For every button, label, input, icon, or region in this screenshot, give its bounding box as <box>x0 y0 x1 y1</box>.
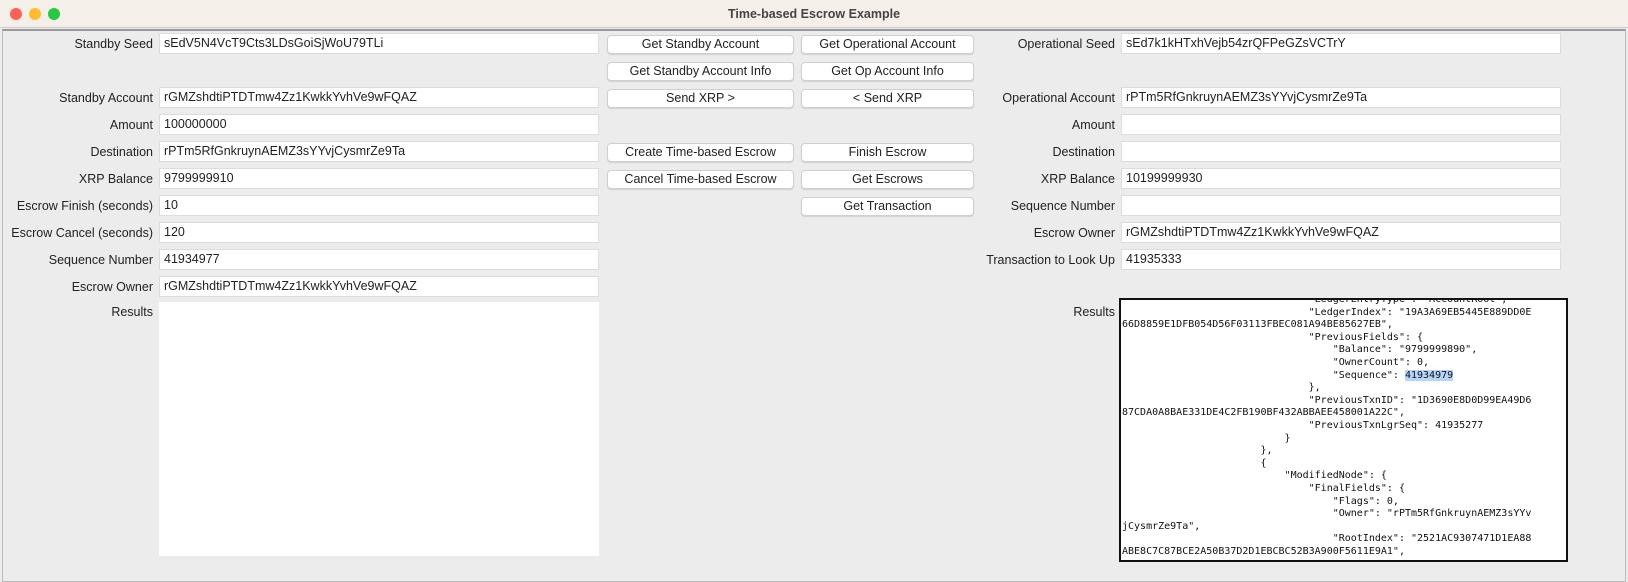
standby-destination-label: Destination <box>90 145 153 159</box>
standby-standby-account-label: Standby Account <box>59 91 153 105</box>
standby-amount-label: Amount <box>109 118 153 132</box>
results-line: "PreviousFields": { <box>1122 331 1424 343</box>
results-line: "FinalFields": { <box>1122 482 1405 494</box>
results-line-text: "Sequence": <box>1122 369 1405 381</box>
get-standby-account-button[interactable]: Get Standby Account <box>607 35 794 54</box>
results-line: "LedgerIndex": "19A3A69EB5445E889DD0E <box>1122 306 1532 318</box>
results-line: "ModifiedNode": { <box>1122 470 1387 482</box>
results-line: "LedgerEntryType": "AccountRoot", <box>1122 298 1508 305</box>
results-line: { <box>1122 457 1267 469</box>
operational-operational-seed-field[interactable]: sEd7k1kHTxhVejb54zrQFPeGZsVCTrY <box>1121 33 1561 54</box>
operational-transaction-to-look-up-label: Transaction to Look Up <box>986 253 1115 267</box>
get-operational-account-button[interactable]: Get Operational Account <box>801 35 974 54</box>
results-line: 87CDA0A8BAE331DE4C2FB190BF432ABBAEE45800… <box>1122 407 1405 419</box>
standby-amount-field[interactable]: 100000000 <box>159 114 599 135</box>
cancel-time-based-escrow-button[interactable]: Cancel Time-based Escrow <box>607 170 794 189</box>
title-bar: Time-based Escrow Example <box>0 0 1628 28</box>
standby-results-textarea[interactable] <box>159 302 599 556</box>
results-line: ABE8C7C87BCE2A50B37D2D1EBCBC52B3A900F561… <box>1122 545 1405 557</box>
standby-destination-field[interactable]: rPTm5RfGnkruynAEMZ3sYYvjCysmrZe9Ta <box>159 141 599 162</box>
results-line: "PreviousTxnID": "1D3690E8D0D99EA49D6 <box>1122 394 1532 406</box>
get-transaction-button[interactable]: Get Transaction <box>801 197 974 216</box>
results-line: "PreviousTxnLgrSeq": 41935277 <box>1122 419 1484 431</box>
results-line: "OwnerCount": 0, <box>1122 356 1430 368</box>
standby-results-label: Results <box>111 305 153 319</box>
operational-escrow-owner-field[interactable]: rGMZshdtiPTDTmw4Zz1KwkkYvhVe9wFQAZ <box>1121 222 1561 243</box>
zoom-window-button[interactable] <box>48 8 60 20</box>
results-line: "Balance": "9799999890", <box>1122 344 1478 356</box>
operational-operational-account-label: Operational Account <box>1002 91 1115 105</box>
results-line: }, <box>1122 445 1273 457</box>
standby-standby-seed-label: Standby Seed <box>74 37 153 51</box>
operational-results-textarea[interactable]: "LedgerEntryType": "AccountRoot", "Ledge… <box>1119 298 1568 562</box>
results-line: 66D8859E1DFB054D56F03113FBEC081A94BE8562… <box>1122 319 1393 331</box>
standby-standby-account-field[interactable]: rGMZshdtiPTDTmw4Zz1KwkkYvhVe9wFQAZ <box>159 87 599 108</box>
standby-escrow-owner-label: Escrow Owner <box>71 280 153 294</box>
standby-xrp-balance-label: XRP Balance <box>78 172 153 186</box>
get-escrows-button[interactable]: Get Escrows <box>801 170 974 189</box>
results-line: "Sequence": 41934979 <box>1122 369 1566 383</box>
operational-operational-account-field[interactable]: rPTm5RfGnkruynAEMZ3sYYvjCysmrZe9Ta <box>1121 87 1561 108</box>
results-line: "Owner": "rPTm5RfGnkruynAEMZ3sYYv <box>1122 508 1532 520</box>
standby-sequence-number-field[interactable]: 41934977 <box>159 249 599 270</box>
standby-sequence-number-label: Sequence Number <box>48 253 153 267</box>
operational-xrp-balance-label: XRP Balance <box>1040 172 1115 186</box>
operational-sequence-number-label: Sequence Number <box>1010 199 1115 213</box>
standby-standby-seed-field[interactable]: sEdV5N4VcT9Cts3LDsGoiSjWoU79TLi <box>159 33 599 54</box>
create-time-based-escrow-button[interactable]: Create Time-based Escrow <box>607 143 794 162</box>
standby-escrow-owner-field[interactable]: rGMZshdtiPTDTmw4Zz1KwkkYvhVe9wFQAZ <box>159 276 599 297</box>
operational-destination-label: Destination <box>1052 145 1115 159</box>
window-title: Time-based Escrow Example <box>727 7 901 21</box>
standby-escrow-finish-seconds-label: Escrow Finish (seconds) <box>16 199 153 213</box>
get-standby-account-info-button[interactable]: Get Standby Account Info <box>607 62 794 81</box>
send-xrp-button[interactable]: < Send XRP <box>801 89 974 108</box>
operational-amount-label: Amount <box>1071 118 1115 132</box>
operational-destination-field[interactable] <box>1121 141 1561 162</box>
standby-escrow-cancel-seconds-label: Escrow Cancel (seconds) <box>11 226 153 240</box>
results-line: } <box>1122 432 1291 444</box>
operational-operational-seed-label: Operational Seed <box>1017 37 1115 51</box>
minimize-window-button[interactable] <box>29 8 41 20</box>
get-op-account-info-button[interactable]: Get Op Account Info <box>801 62 974 81</box>
results-line: }, <box>1122 382 1321 394</box>
operational-amount-field[interactable] <box>1121 114 1561 135</box>
close-window-button[interactable] <box>10 8 22 20</box>
selected-text: 41934979 <box>1404 369 1454 381</box>
operational-escrow-owner-label: Escrow Owner <box>1033 226 1115 240</box>
operational-sequence-number-field[interactable] <box>1121 195 1561 216</box>
results-line: jCysmrZe9Ta", <box>1122 520 1201 532</box>
results-line: "Flags": 0, <box>1122 495 1399 507</box>
send-xrp-button[interactable]: Send XRP > <box>607 89 794 108</box>
operational-results-label: Results <box>1073 305 1115 319</box>
standby-escrow-finish-seconds-field[interactable]: 10 <box>159 195 599 216</box>
standby-xrp-balance-field[interactable]: 9799999910 <box>159 168 599 189</box>
standby-escrow-cancel-seconds-field[interactable]: 120 <box>159 222 599 243</box>
operational-xrp-balance-field[interactable]: 10199999930 <box>1121 168 1561 189</box>
results-line: "RootIndex": "2521AC9307471D1EA88 <box>1122 533 1532 545</box>
operational-transaction-to-look-up-field[interactable]: 41935333 <box>1121 249 1561 270</box>
finish-escrow-button[interactable]: Finish Escrow <box>801 143 974 162</box>
